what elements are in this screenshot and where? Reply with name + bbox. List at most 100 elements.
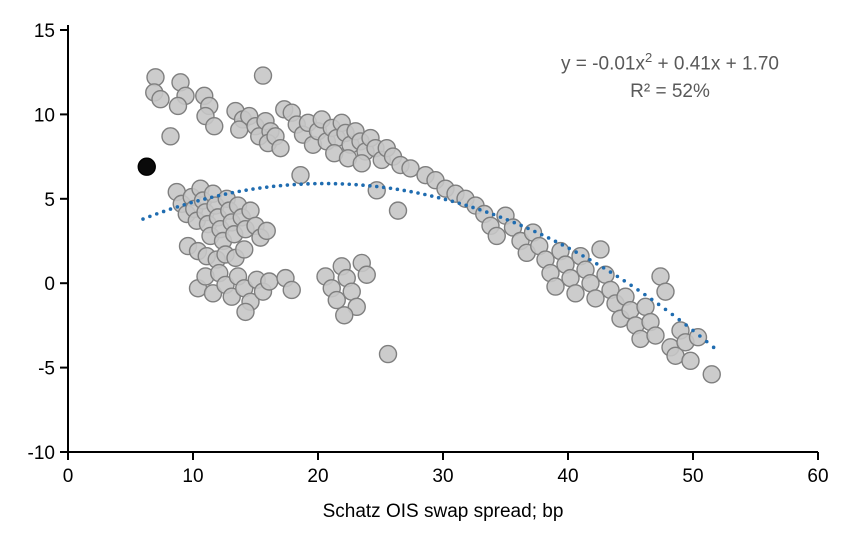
observations-point <box>271 138 290 158</box>
trend-line-dot <box>402 188 407 193</box>
trend-line-dot <box>711 345 716 350</box>
observations-point <box>581 274 600 293</box>
trend-line-dot <box>677 317 682 322</box>
trend-line-dot <box>237 189 242 194</box>
trend-line-dot <box>285 183 290 187</box>
trend-line-dot <box>161 209 166 214</box>
trend-line-dot <box>347 182 352 187</box>
observations-point <box>621 301 640 320</box>
trend-line-dot <box>457 201 462 206</box>
trend-line-dot <box>395 187 400 192</box>
trend-line-dot <box>196 198 200 203</box>
observations-point <box>291 165 310 185</box>
equation-text-post: + 0.41x + 1.70 <box>652 53 779 75</box>
trend-line-dot <box>615 274 620 279</box>
trend-line-dot <box>629 283 633 288</box>
trend-line-dot <box>704 339 709 344</box>
observations-point <box>235 240 254 259</box>
trend-line-dot <box>244 188 248 192</box>
equation-line: y = -0.01x2 + 0.41x + 1.70 <box>500 44 840 78</box>
equation-text-pre: y = -0.01x <box>561 53 645 75</box>
trend-line-dot <box>319 181 324 186</box>
trend-line-dot <box>560 243 565 247</box>
trend-line-dot <box>636 288 640 292</box>
trend-line-dot <box>313 181 317 186</box>
trend-line-dot <box>526 226 530 231</box>
y-tick-label: 0 <box>44 274 55 295</box>
observations-point <box>401 159 420 178</box>
observations-point <box>357 265 376 284</box>
trend-line-dot <box>278 183 283 188</box>
trend-line-dot <box>423 192 427 197</box>
trend-line-dot <box>464 203 468 208</box>
trend-line-dot <box>374 184 379 189</box>
observations-point <box>681 351 700 371</box>
x-tick-label: 60 <box>807 466 828 487</box>
trend-line-dot <box>684 323 688 327</box>
x-tick-label: 0 <box>63 466 74 487</box>
observations-point <box>651 267 670 286</box>
x-axis-label: Schatz OIS swap spread; bp <box>322 501 564 522</box>
trend-line-dot <box>271 184 276 189</box>
x-tick-label: 50 <box>682 466 703 487</box>
observations-point <box>367 181 386 200</box>
trend-line-dot <box>670 312 675 317</box>
observations-point <box>151 90 170 109</box>
observations-point <box>327 290 346 310</box>
observations-point <box>146 68 165 87</box>
r-squared-line: R² = 52% <box>630 81 710 103</box>
trend-line-dot <box>484 210 489 214</box>
trend-line-dot <box>505 217 510 222</box>
observations-point <box>596 265 615 284</box>
observations-point <box>260 272 279 291</box>
trend-line-dot <box>656 302 661 307</box>
trend-line-dot <box>519 223 523 228</box>
observations-point <box>335 306 354 325</box>
trend-line-dot <box>691 328 695 333</box>
trend-line-dot <box>189 200 193 205</box>
observations-point <box>168 96 188 116</box>
observations-point <box>566 284 585 303</box>
observations-point <box>591 240 610 259</box>
observations-point <box>253 66 273 85</box>
observations-point <box>241 201 260 220</box>
observations-point <box>282 280 301 300</box>
y-tick-label: -10 <box>28 443 55 464</box>
trend-line-dot <box>498 215 503 219</box>
trend-line-dot <box>608 270 613 274</box>
trend-line-dot <box>368 184 372 188</box>
observations-point <box>388 201 408 220</box>
trend-line-dot <box>209 195 214 200</box>
trend-line-dot <box>622 278 627 283</box>
trend-line-dot <box>306 182 310 186</box>
trend-line-dot <box>258 186 262 190</box>
y-tick-label: 5 <box>44 190 55 211</box>
trend-line-dot <box>471 205 475 210</box>
trend-line-dot <box>292 182 297 187</box>
trend-line-dot <box>594 261 599 266</box>
trend-line-dot <box>567 246 572 251</box>
trend-line-dot <box>354 182 358 187</box>
observations-point <box>222 287 241 306</box>
trend-line-dot <box>333 181 338 186</box>
y-tick-label: 15 <box>34 21 55 42</box>
trend-line-dot <box>299 182 303 186</box>
y-tick-label: -5 <box>38 359 55 380</box>
trend-line-dot <box>581 254 585 258</box>
trend-line-dot <box>512 220 517 225</box>
trend-line-dot <box>450 199 455 204</box>
observations-point <box>646 326 665 345</box>
y-tick-label: 10 <box>34 105 55 126</box>
trend-line-dot <box>175 205 180 209</box>
trend-line-dot <box>574 250 578 254</box>
trend-line-dot <box>436 195 441 200</box>
trend-line-dot <box>223 192 228 196</box>
trend-line-dot <box>643 292 647 297</box>
trend-line-dot <box>326 181 331 186</box>
trend-line-dot <box>649 297 654 302</box>
x-tick-label: 30 <box>432 466 453 487</box>
observations-point <box>487 226 506 246</box>
trend-line-dot <box>429 194 434 198</box>
observations-point <box>561 268 580 288</box>
